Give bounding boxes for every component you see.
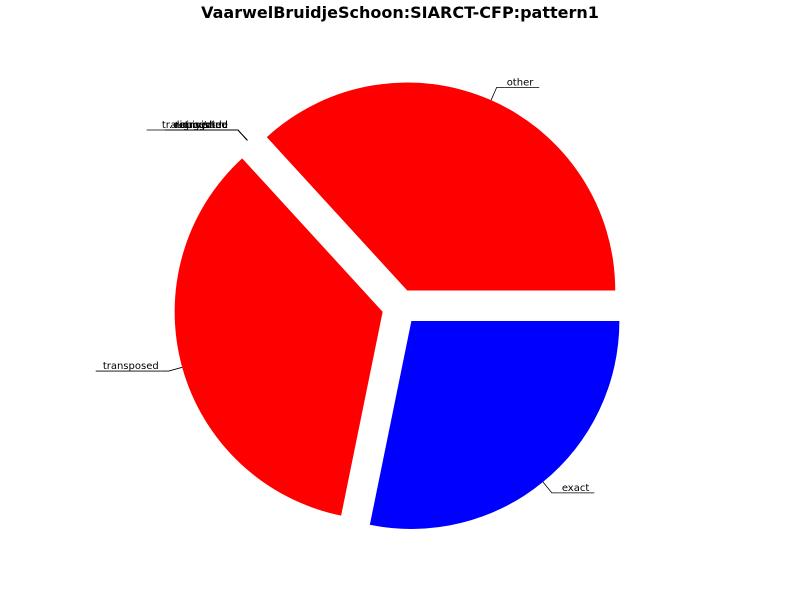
slice-label: transposed [103, 361, 159, 372]
label-leader-line [229, 129, 248, 141]
label-leader-line [229, 129, 248, 141]
label-leader-line [490, 86, 505, 101]
label-leader-line [160, 366, 183, 372]
slice-label: inverted [186, 120, 228, 131]
label-leader-line [229, 129, 248, 141]
slice-label: retrograde [175, 120, 228, 131]
slice-label: augmented [170, 120, 227, 131]
pie-labels: exact transposed tr.+aug./dim.augmenteddim… [95, 77, 595, 494]
slice-label: exact [562, 483, 590, 494]
slice-label: tr.+aug./dim. [162, 120, 228, 131]
label-leader-line [229, 129, 248, 141]
chart-title: VaarwelBruidjeSchoon:SIARCT-CFP:pattern1 [201, 3, 599, 22]
slice-label: other [507, 77, 535, 88]
pie-slice-transposed [174, 158, 383, 516]
pie-slice-other [266, 82, 616, 291]
slice-label: diminished [173, 120, 228, 131]
label-leader-line [542, 481, 560, 494]
label-leader-line [229, 129, 248, 141]
pie-slices [174, 82, 620, 529]
pie-slice-exact [369, 320, 620, 529]
